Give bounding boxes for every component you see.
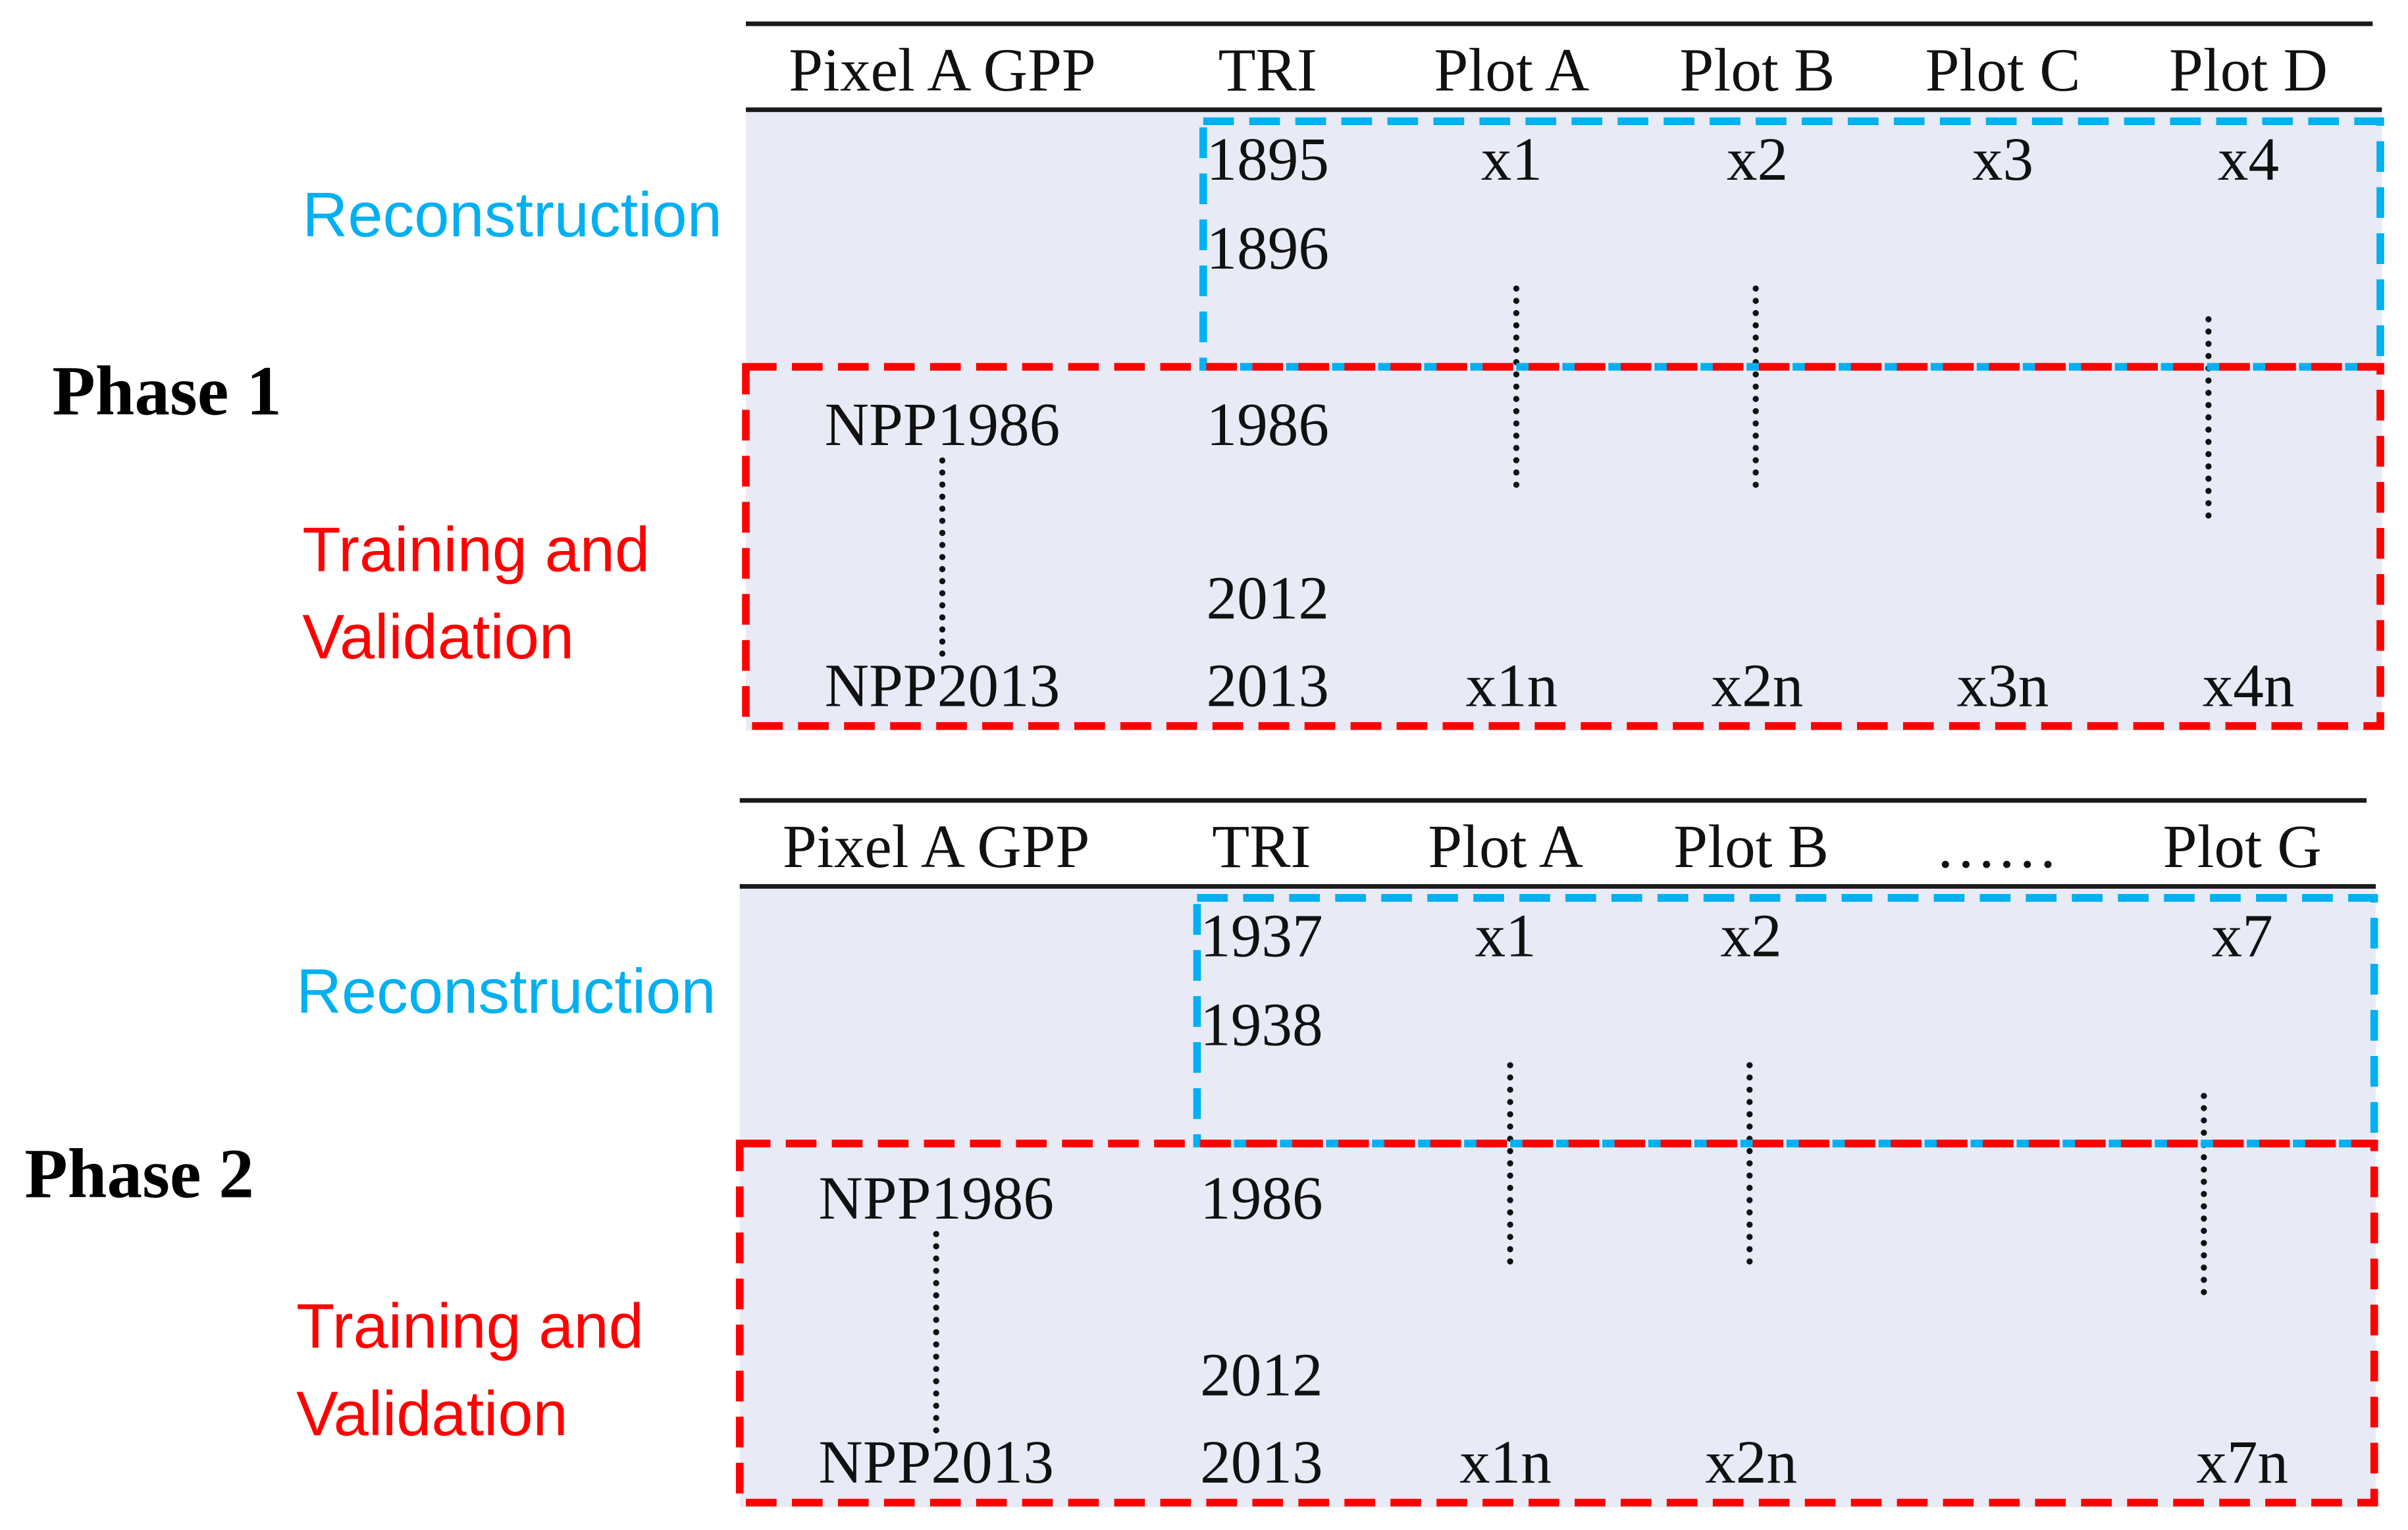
training-label-line2: Validation bbox=[296, 1378, 568, 1449]
training-label-line2: Validation bbox=[302, 601, 575, 673]
plot-a-continuation-dots bbox=[1507, 1062, 1513, 1265]
tri-year: 2012 bbox=[1206, 563, 1330, 633]
plot-b-continuation-dots bbox=[1746, 1062, 1753, 1265]
table-background bbox=[746, 110, 2382, 731]
training-label-line1: Training and bbox=[302, 514, 650, 585]
plot-c-first-value: x3 bbox=[1972, 124, 2034, 194]
table-top-rule bbox=[746, 21, 2373, 26]
table-top-rule bbox=[739, 798, 2367, 803]
reconstruction-label: Reconstruction bbox=[296, 956, 716, 1027]
tri-year: 1986 bbox=[1200, 1163, 1323, 1233]
plot-b-last-value: x2n bbox=[1711, 650, 1804, 720]
header-plot-c: Plot C bbox=[1925, 35, 2081, 105]
region-boxes bbox=[742, 117, 2384, 730]
header-plot-b: Plot B bbox=[1679, 35, 1835, 105]
npp-continuation-dots bbox=[933, 1230, 939, 1434]
tri-year: 1938 bbox=[1200, 989, 1323, 1059]
phase-1-section: Pixel A GPP TRI Plot A Plot B Plot C Plo… bbox=[0, 0, 2408, 737]
plot-b-first-value: x2 bbox=[1726, 124, 1789, 194]
tri-year: 2013 bbox=[1200, 1427, 1323, 1497]
header-bottom-rule bbox=[746, 107, 2382, 113]
npp-last: NPP2013 bbox=[818, 1427, 1054, 1497]
header-tri: TRI bbox=[1212, 812, 1311, 882]
table-background bbox=[739, 887, 2376, 1508]
plot-b-last-value: x2n bbox=[1705, 1427, 1798, 1497]
region-boxes bbox=[735, 894, 2378, 1507]
phase-1-label: Phase 1 bbox=[52, 351, 282, 430]
header-plot-g: Plot G bbox=[2162, 812, 2322, 882]
reconstruction-region-box bbox=[1199, 117, 2384, 371]
header-pixel-a-gpp: Pixel A GPP bbox=[789, 35, 1096, 105]
header-plot-a: Plot A bbox=[1434, 35, 1590, 105]
phase-2-label: Phase 2 bbox=[24, 1134, 254, 1213]
header-tri: TRI bbox=[1218, 35, 1317, 105]
plot-d-first-value: x4 bbox=[2217, 124, 2280, 194]
header-plot-b: Plot B bbox=[1673, 812, 1829, 882]
header-plot-d: Plot D bbox=[2169, 35, 2328, 105]
tri-year: 1937 bbox=[1200, 901, 1323, 970]
plot-b-first-value: x2 bbox=[1720, 901, 1782, 970]
plot-a-continuation-dots bbox=[1513, 285, 1520, 488]
training-label-line1: Training and bbox=[296, 1290, 644, 1361]
header-bottom-rule bbox=[739, 884, 2376, 889]
plot-g-continuation-dots bbox=[2201, 1092, 2207, 1296]
plot-b-continuation-dots bbox=[1752, 285, 1759, 488]
header-ellipsis: …… bbox=[1935, 812, 2058, 882]
plot-c-last-value: x3n bbox=[1956, 650, 2049, 720]
npp-continuation-dots bbox=[939, 457, 946, 657]
npp-last: NPP2013 bbox=[824, 650, 1060, 720]
plot-a-first-value: x1 bbox=[1475, 901, 1536, 970]
training-region-box bbox=[735, 1140, 2378, 1507]
training-region-box bbox=[742, 363, 2384, 730]
tri-year: 2013 bbox=[1206, 650, 1330, 720]
reconstruction-region-box bbox=[1193, 894, 2378, 1148]
tri-year: 1986 bbox=[1206, 390, 1330, 460]
plot-d-last-value: x4n bbox=[2202, 650, 2295, 720]
plot-a-first-value: x1 bbox=[1480, 124, 1543, 194]
header-pixel-a-gpp: Pixel A GPP bbox=[782, 812, 1090, 882]
npp-first: NPP1986 bbox=[824, 390, 1060, 460]
tri-year: 1895 bbox=[1206, 124, 1330, 194]
plot-a-last-value: x1n bbox=[1465, 650, 1558, 720]
phase-2-section: Pixel A GPP TRI Plot A Plot B …… Plot G … bbox=[0, 777, 2408, 1514]
tri-year: 1896 bbox=[1206, 213, 1330, 282]
header-plot-a: Plot A bbox=[1428, 812, 1584, 882]
plot-g-last-value: x7n bbox=[2196, 1427, 2289, 1497]
plot-a-last-value: x1n bbox=[1459, 1427, 1552, 1497]
plot-g-first-value: x7 bbox=[2211, 901, 2273, 970]
tri-year: 2012 bbox=[1200, 1340, 1323, 1410]
plot-d-continuation-dots bbox=[2205, 316, 2212, 519]
reconstruction-label: Reconstruction bbox=[302, 179, 722, 251]
npp-first: NPP1986 bbox=[818, 1163, 1054, 1233]
